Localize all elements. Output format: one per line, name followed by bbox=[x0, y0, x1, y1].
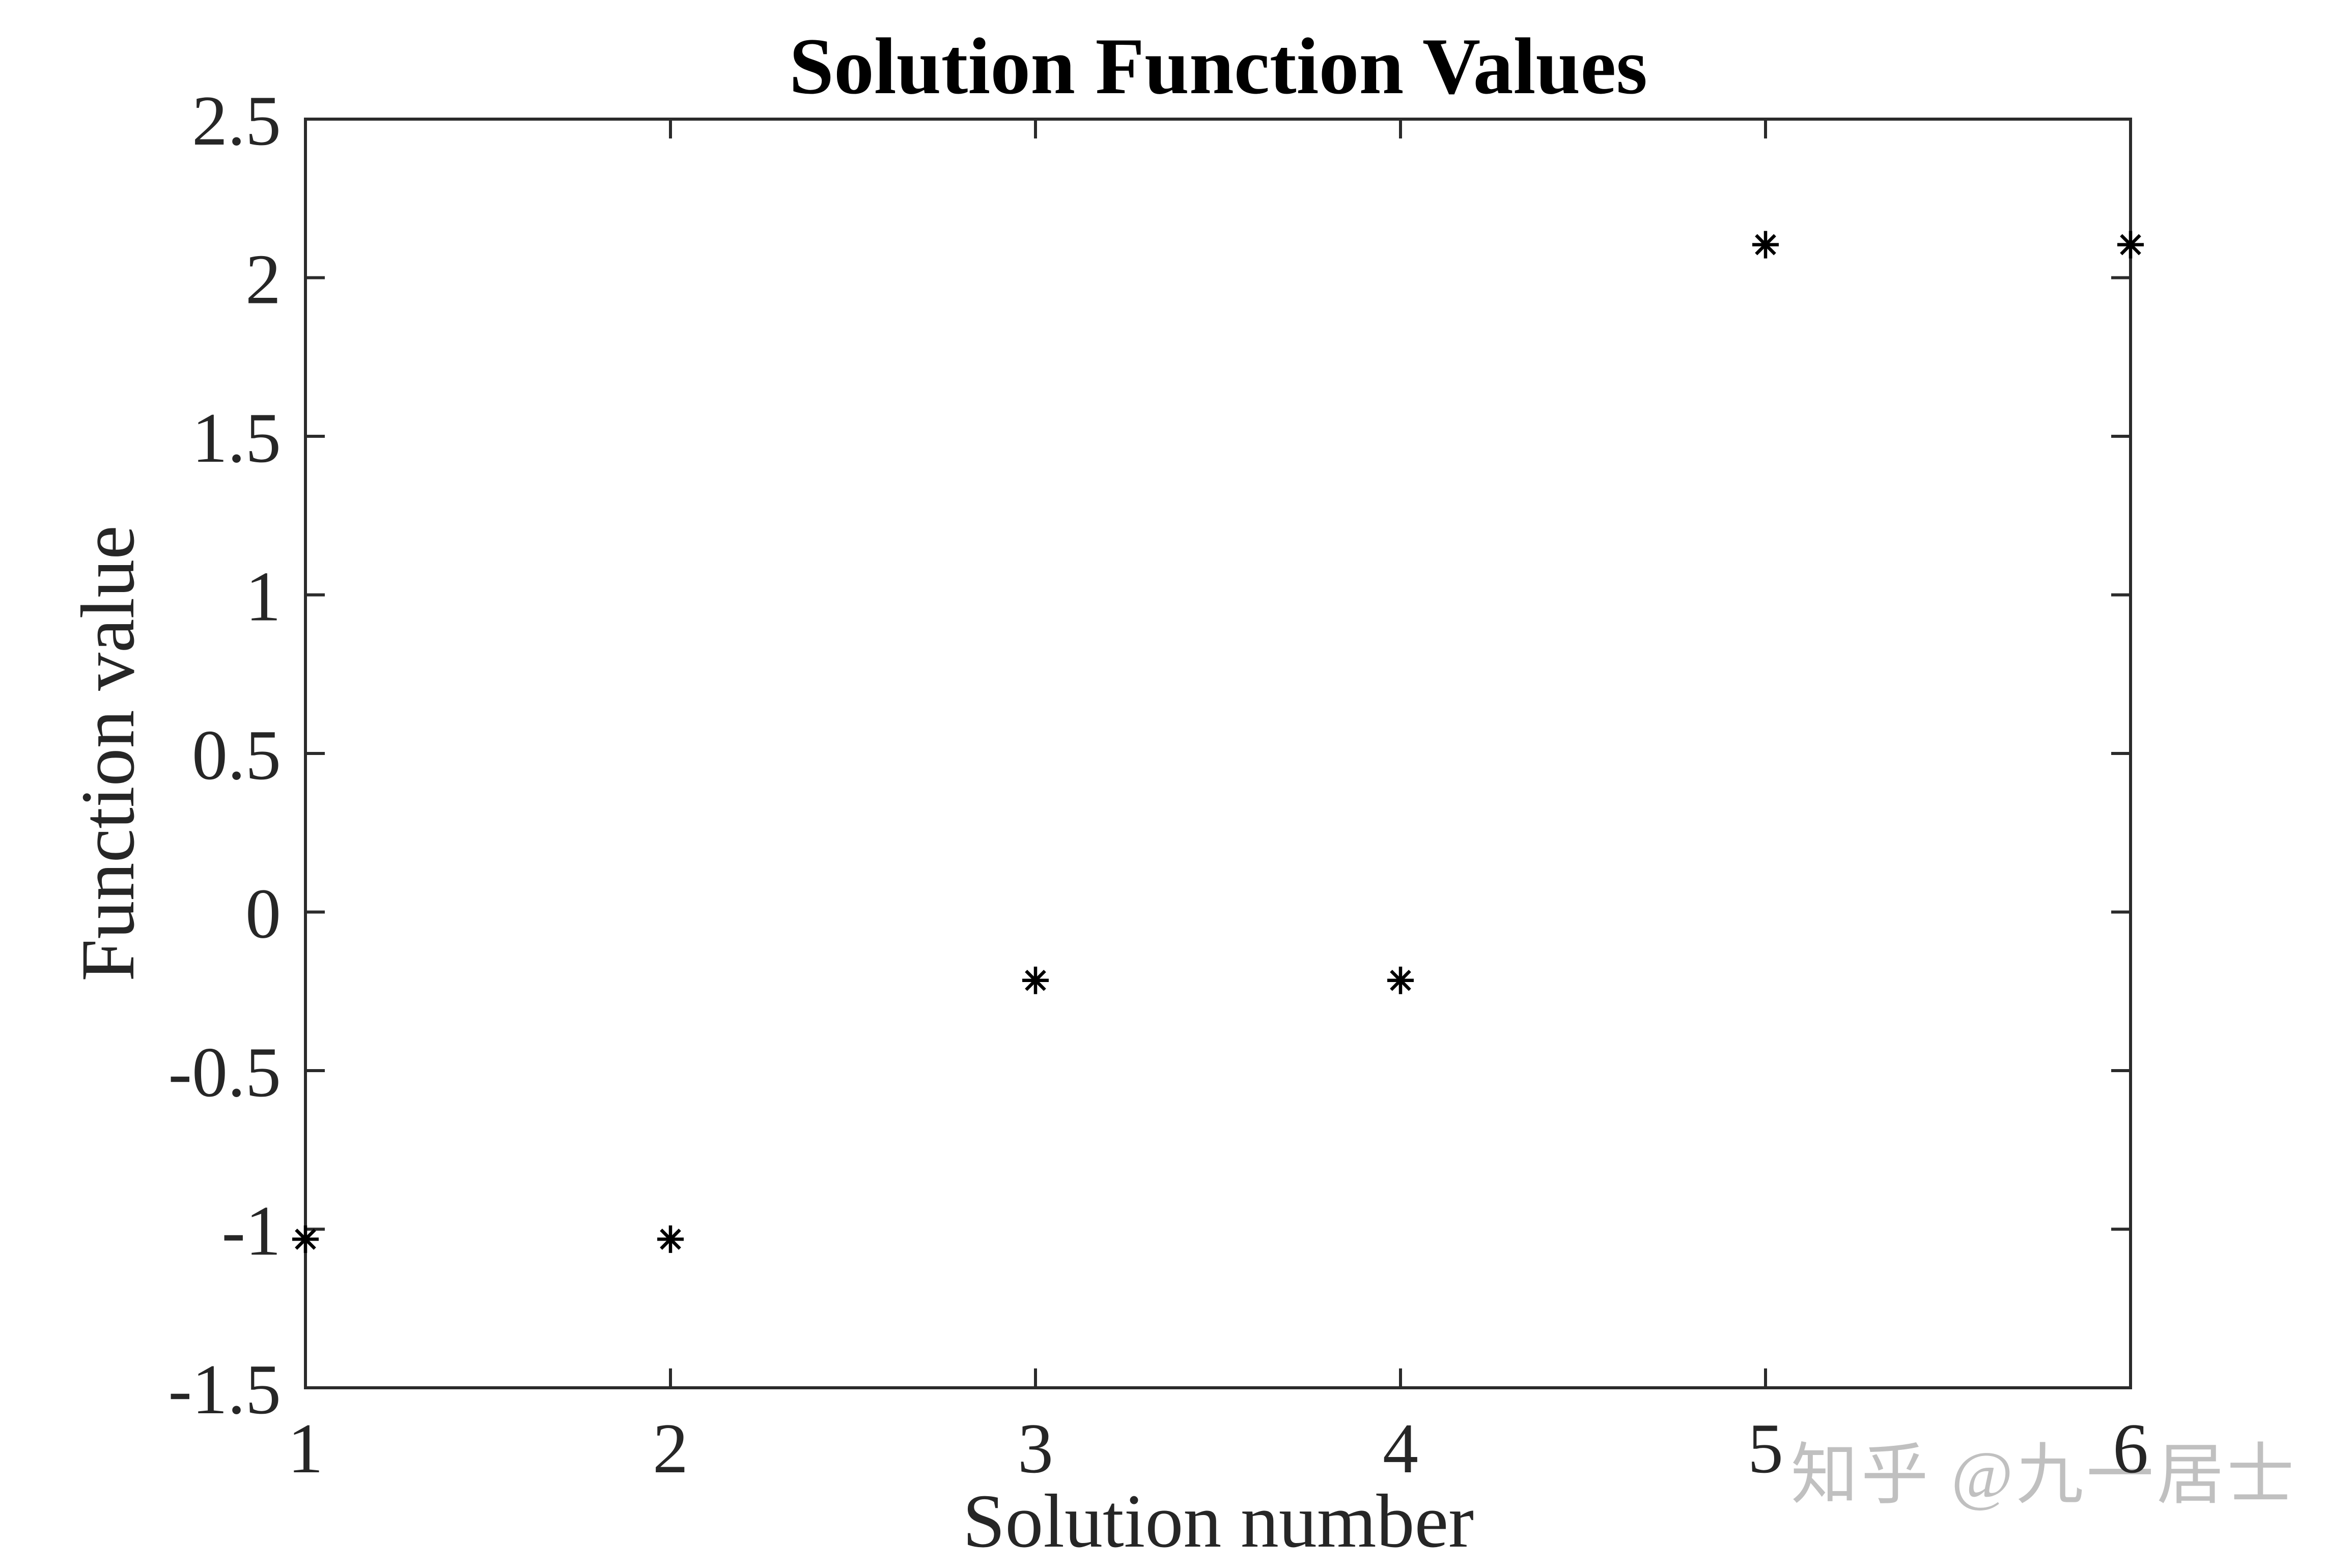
x-ticks bbox=[304, 119, 2132, 1388]
y-tick-label: -1.5 bbox=[168, 1350, 281, 1429]
x-tick-label: 5 bbox=[1748, 1409, 1783, 1488]
marker-diagonal-stroke bbox=[660, 1228, 681, 1250]
data-point-marker bbox=[1022, 966, 1049, 994]
y-tick-label: 1 bbox=[245, 557, 281, 636]
y-tick-label: -0.5 bbox=[168, 1033, 281, 1112]
y-tick-label: 0 bbox=[245, 875, 281, 954]
data-point-marker bbox=[1752, 231, 1779, 259]
data-point-marker bbox=[2117, 231, 2144, 259]
y-tick-label: 1.5 bbox=[192, 399, 281, 478]
y-tick-labels: -1.5 -1 -0.5 0 0.5 1 1.5 2 2.5 bbox=[168, 81, 281, 1429]
x-axis-label: Solution number bbox=[963, 1479, 1474, 1563]
axes-box bbox=[304, 118, 2132, 1389]
chart-title: Solution Function Values bbox=[789, 22, 1647, 111]
x-tick-label: 1 bbox=[288, 1409, 323, 1488]
marker-diagonal-stroke bbox=[1025, 969, 1046, 991]
watermark-text: 知乎 @九一居士 bbox=[1791, 1438, 2298, 1513]
data-point-marker bbox=[657, 1225, 684, 1253]
x-tick-label: 2 bbox=[653, 1409, 688, 1488]
marker-diagonal-stroke bbox=[1390, 969, 1411, 991]
data-point-marker bbox=[1387, 966, 1414, 994]
y-tick-label: -1 bbox=[221, 1192, 281, 1271]
y-tick-label: 2 bbox=[245, 240, 281, 319]
x-tick-label: 6 bbox=[2113, 1409, 2148, 1488]
x-tick-label: 3 bbox=[1018, 1409, 1053, 1488]
marker-diagonal-stroke bbox=[2120, 234, 2141, 256]
marker-diagonal-stroke bbox=[295, 1228, 316, 1250]
y-ticks bbox=[305, 118, 2131, 1389]
data-points bbox=[292, 231, 2144, 1253]
y-tick-label: 0.5 bbox=[192, 716, 281, 795]
x-tick-labels: 1 2 3 4 5 6 bbox=[288, 1409, 2148, 1488]
y-axis-label: Function value bbox=[66, 525, 150, 982]
x-tick-label: 4 bbox=[1383, 1409, 1418, 1488]
data-point-marker bbox=[292, 1225, 319, 1253]
y-tick-label: 2.5 bbox=[192, 81, 281, 160]
marker-diagonal-stroke bbox=[1755, 234, 1776, 256]
